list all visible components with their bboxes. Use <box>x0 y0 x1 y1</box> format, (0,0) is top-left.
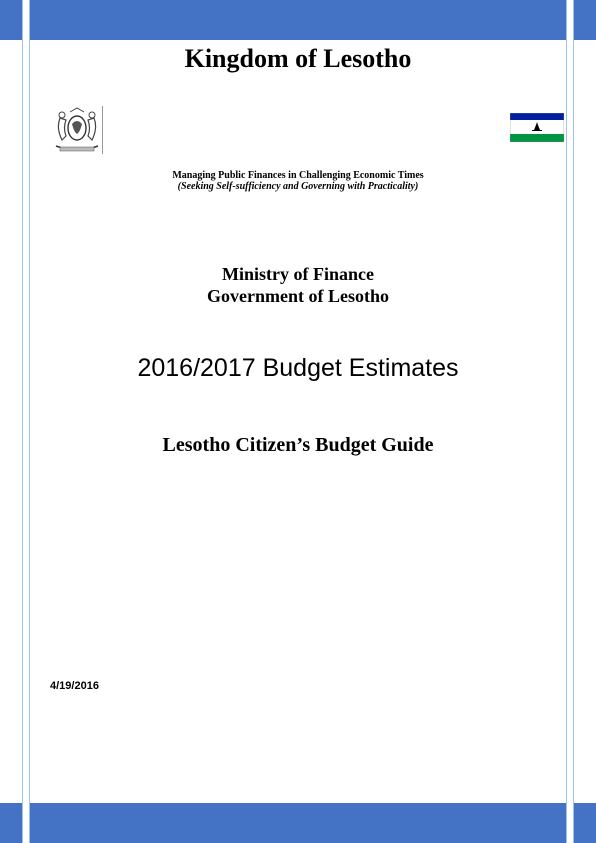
frame-line <box>573 0 574 843</box>
document-date: 4/19/2016 <box>50 680 99 692</box>
bottom-band <box>30 803 566 843</box>
coat-of-arms-icon <box>55 107 99 152</box>
frame-line <box>29 0 30 843</box>
frame-line <box>566 0 567 843</box>
ministry-name: Ministry of Finance <box>222 264 374 284</box>
ministry-block: Ministry of Finance Government of Lesoth… <box>0 263 596 307</box>
document-title: 2016/2017 Budget Estimates <box>137 354 459 382</box>
document-subtitle: Lesotho Citizen’s Budget Guide <box>162 434 434 456</box>
theme-sub: (Seeking Self-sufficiency and Governing … <box>177 181 419 192</box>
bottom-band-right <box>574 803 596 843</box>
lesotho-flag-icon <box>510 113 564 142</box>
page-title: Kingdom of Lesotho <box>184 44 412 73</box>
theme-main: Managing Public Finances in Challenging … <box>172 170 424 181</box>
government-name: Government of Lesotho <box>207 286 389 306</box>
top-band-left <box>0 0 22 40</box>
theme-statement: Managing Public Finances in Challenging … <box>0 170 596 192</box>
bottom-band-left <box>0 803 22 843</box>
top-band-right <box>574 0 596 40</box>
top-band <box>30 0 566 40</box>
divider <box>102 106 103 154</box>
frame-line <box>22 0 23 843</box>
